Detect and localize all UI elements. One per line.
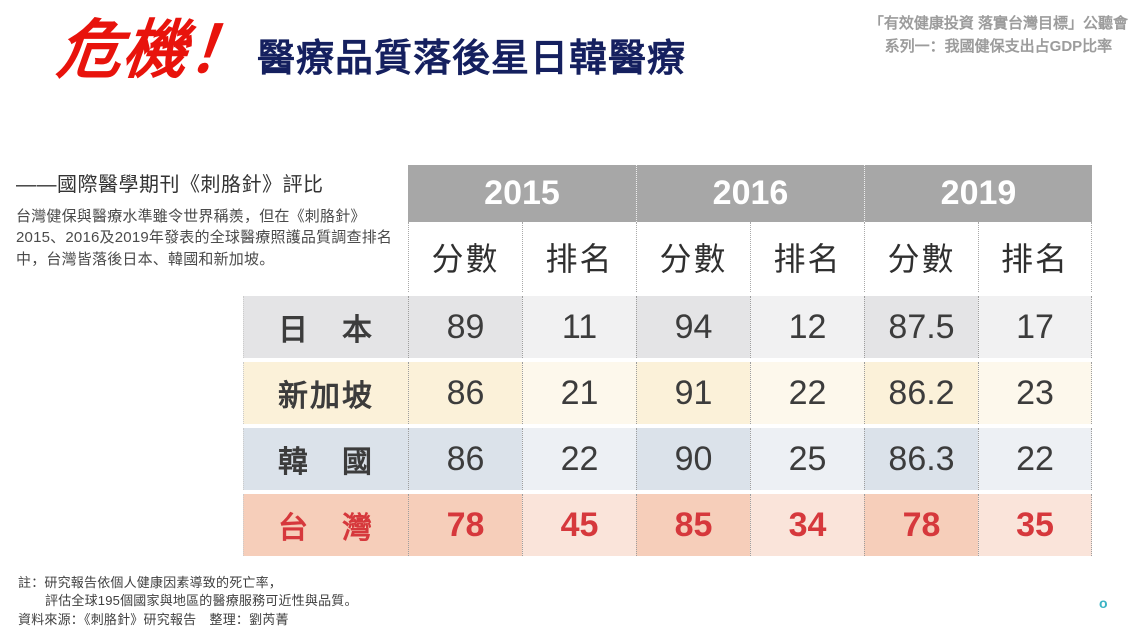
table-row-taiwan: 台 灣 78 45 85 34 78 35 — [243, 494, 1092, 556]
score-cell: 86.2 — [864, 362, 978, 424]
score-cell: 91 — [636, 362, 750, 424]
column-header: 分數 — [408, 222, 522, 292]
table-row-singapore: 新加坡 86 21 91 22 86.2 23 — [243, 362, 1092, 424]
page-marker: o — [1099, 595, 1108, 611]
event-info: 「有效健康投資 落實台灣目標」公聽會 系列一：我國健保支出占GDP比率 — [869, 12, 1128, 59]
year-header-2016: 2016 — [636, 165, 864, 222]
rank-cell: 23 — [978, 362, 1092, 424]
score-cell: 85 — [636, 494, 750, 556]
rank-cell: 25 — [750, 428, 864, 490]
country-name: 台 灣 — [243, 494, 408, 556]
page-title: 危機！ 醫療品質落後星日韓醫療 — [54, 14, 687, 86]
score-cell: 86 — [408, 362, 522, 424]
country-name: 日 本 — [243, 296, 408, 358]
footnotes: 註：研究報告依個人健康因素導致的死亡率， 評估全球195個國家與地區的醫療服務可… — [18, 574, 358, 629]
score-cell: 87.5 — [864, 296, 978, 358]
rank-cell: 45 — [522, 494, 636, 556]
column-header: 排名 — [978, 222, 1092, 292]
score-cell: 78 — [408, 494, 522, 556]
year-header-row: 2015 2016 2019 — [408, 165, 1092, 222]
country-name: 韓 國 — [243, 428, 408, 490]
rank-cell: 22 — [978, 428, 1092, 490]
rank-cell: 21 — [522, 362, 636, 424]
column-header-row: 分數 排名 分數 排名 分數 排名 — [408, 222, 1092, 292]
column-header: 分數 — [864, 222, 978, 292]
table-row-korea: 韓 國 86 22 90 25 86.3 22 — [243, 428, 1092, 490]
note-line-1: 註：研究報告依個人健康因素導致的死亡率， — [18, 575, 283, 590]
rank-cell: 22 — [750, 362, 864, 424]
score-cell: 86 — [408, 428, 522, 490]
event-line-2: 系列一：我國健保支出占GDP比率 — [884, 38, 1113, 56]
year-header-2015: 2015 — [408, 165, 636, 222]
intro-body: 台灣健保與醫療水準雖令世界稱羨，但在《刺胳針》2015、2016及2019年發表… — [16, 208, 393, 268]
score-cell: 89 — [408, 296, 522, 358]
year-header-2019: 2019 — [864, 165, 1092, 222]
source-line: 資料來源：《刺胳針》研究報告 整理：劉芮菁 — [18, 611, 289, 627]
country-name: 新加坡 — [243, 362, 408, 424]
title-text: 醫療品質落後星日韓醫療 — [257, 38, 687, 80]
score-cell: 86.3 — [864, 428, 978, 490]
column-header: 排名 — [750, 222, 864, 292]
note-line-2: 評估全球195個國家與地區的醫療服務可近性與品質。 — [45, 592, 358, 608]
intro-heading: ——國際醫學期刊《刺胳針》評比 — [16, 174, 324, 196]
event-line-1: 「有效健康投資 落實台灣目標」公聽會 — [868, 15, 1128, 32]
rank-cell: 34 — [750, 494, 864, 556]
rank-cell: 17 — [978, 296, 1092, 358]
crisis-label: 危機！ — [54, 14, 257, 86]
score-cell: 78 — [864, 494, 978, 556]
table-row-japan: 日 本 89 11 94 12 87.5 17 — [243, 296, 1092, 358]
score-cell: 94 — [636, 296, 750, 358]
score-cell: 90 — [636, 428, 750, 490]
rank-cell: 22 — [522, 428, 636, 490]
rank-cell: 35 — [978, 494, 1092, 556]
lancet-ranking-table: 2015 2016 2019 分數 排名 分數 排名 分數 排名 日 本 89 … — [243, 165, 1092, 556]
rank-cell: 11 — [522, 296, 636, 358]
column-header: 分數 — [636, 222, 750, 292]
rank-cell: 12 — [750, 296, 864, 358]
column-header: 排名 — [522, 222, 636, 292]
lancet-intro: ——國際醫學期刊《刺胳針》評比 台灣健保與醫療水準雖令世界稱羨，但在《刺胳針》2… — [16, 168, 414, 270]
